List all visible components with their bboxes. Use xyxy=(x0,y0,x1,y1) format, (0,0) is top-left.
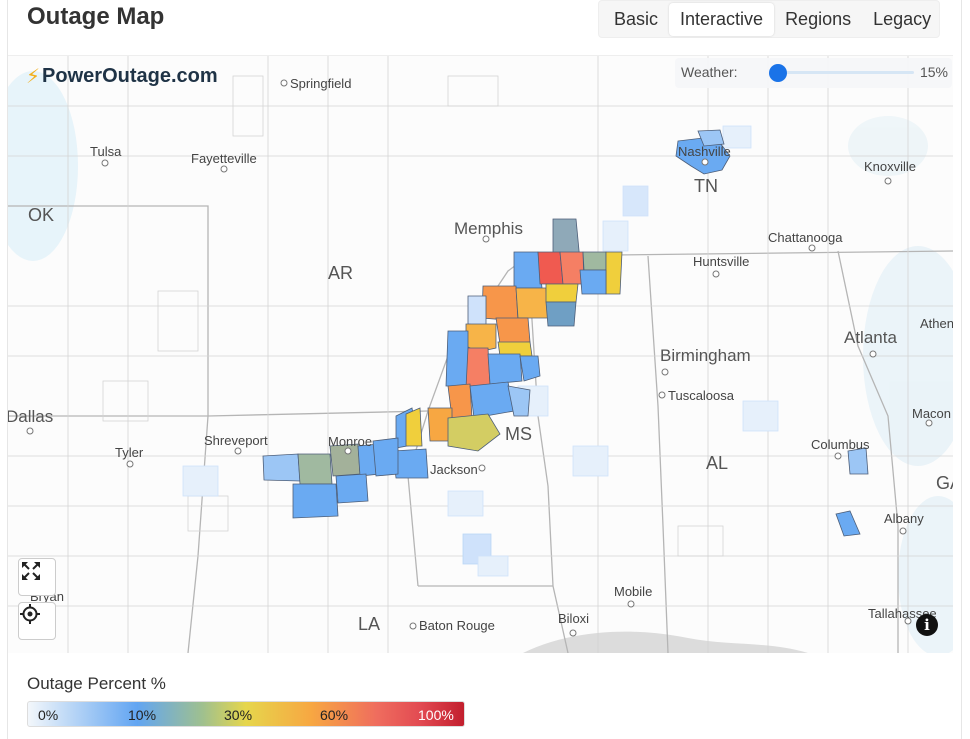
map-labels: Springfield Tulsa Fayetteville Nashville… xyxy=(8,76,953,634)
legend-tick: 30% xyxy=(224,707,253,723)
city-label: Macon xyxy=(912,406,951,421)
tab-regions[interactable]: Regions xyxy=(785,8,852,29)
legend-color-scale: 0% 10% 30% 60% 100% xyxy=(27,701,465,727)
city-label: Tyler xyxy=(115,445,144,460)
city-label: Huntsville xyxy=(693,254,749,269)
state-label: AR xyxy=(328,263,353,283)
legend-title: Outage Percent % xyxy=(27,674,166,693)
brand-name: PowerOutage.com xyxy=(42,65,218,87)
legend-tick: 60% xyxy=(320,707,349,723)
gulf-water xyxy=(523,631,808,653)
city-label: Atlanta xyxy=(844,328,897,347)
page-frame xyxy=(7,0,962,739)
city-label: Albany xyxy=(884,511,924,526)
weather-slider-handle[interactable] xyxy=(769,64,787,82)
city-label: Tulsa xyxy=(90,144,122,159)
city-label: Chattanooga xyxy=(768,230,843,245)
fullscreen-icon xyxy=(22,562,40,580)
outage-counties[interactable] xyxy=(262,129,869,537)
weather-control: Weather: 15% xyxy=(675,58,952,88)
locate-button[interactable] xyxy=(18,602,56,640)
city-label: Springfield xyxy=(290,76,351,91)
weather-label: Weather: xyxy=(681,64,738,80)
map-canvas: Springfield Tulsa Fayetteville Nashville… xyxy=(8,56,953,653)
city-label: Monroe xyxy=(328,434,372,449)
legend-tick: 0% xyxy=(38,707,59,723)
state-label: GA xyxy=(936,473,953,493)
city-label: Baton Rouge xyxy=(419,618,495,633)
state-label: MS xyxy=(505,424,532,444)
state-label: LA xyxy=(358,614,380,634)
city-label: Columbus xyxy=(811,437,870,452)
page-title: Outage Map xyxy=(27,3,165,30)
city-label: Athens xyxy=(920,316,953,331)
brand-logo[interactable]: ⚡ PowerOutage.com xyxy=(26,64,218,89)
outage-map[interactable]: Springfield Tulsa Fayetteville Nashville… xyxy=(8,55,953,653)
city-label: Biloxi xyxy=(558,611,589,626)
lightning-icon: ⚡ xyxy=(26,66,41,88)
info-icon[interactable]: i xyxy=(916,614,938,636)
city-label: Shreveport xyxy=(204,433,268,448)
view-tabs: Basic Interactive Regions Legacy xyxy=(598,0,940,38)
city-label: Dallas xyxy=(8,407,53,426)
fullscreen-button[interactable] xyxy=(18,558,56,596)
city-label: Memphis xyxy=(454,219,523,238)
state-label: OK xyxy=(28,205,54,225)
city-label: Jackson xyxy=(430,462,478,477)
legend-tick: 100% xyxy=(418,707,454,723)
locate-icon xyxy=(20,604,40,624)
city-markers xyxy=(26,79,933,637)
city-label: Fayetteville xyxy=(191,151,257,166)
city-label: Knoxville xyxy=(864,159,916,174)
city-label: Birmingham xyxy=(660,346,751,365)
weather-value: 15% xyxy=(919,64,948,80)
tab-legacy[interactable]: Legacy xyxy=(873,8,932,29)
city-label: Nashville xyxy=(678,144,731,159)
state-label: AL xyxy=(706,453,728,473)
state-label: TN xyxy=(694,176,718,196)
city-label: Tuscaloosa xyxy=(668,388,735,403)
legend-tick: 10% xyxy=(128,707,157,723)
city-label: Mobile xyxy=(614,584,652,599)
tab-basic[interactable]: Basic xyxy=(614,8,659,29)
tab-interactive[interactable]: Interactive xyxy=(669,2,775,36)
weather-slider-track[interactable] xyxy=(769,71,914,74)
